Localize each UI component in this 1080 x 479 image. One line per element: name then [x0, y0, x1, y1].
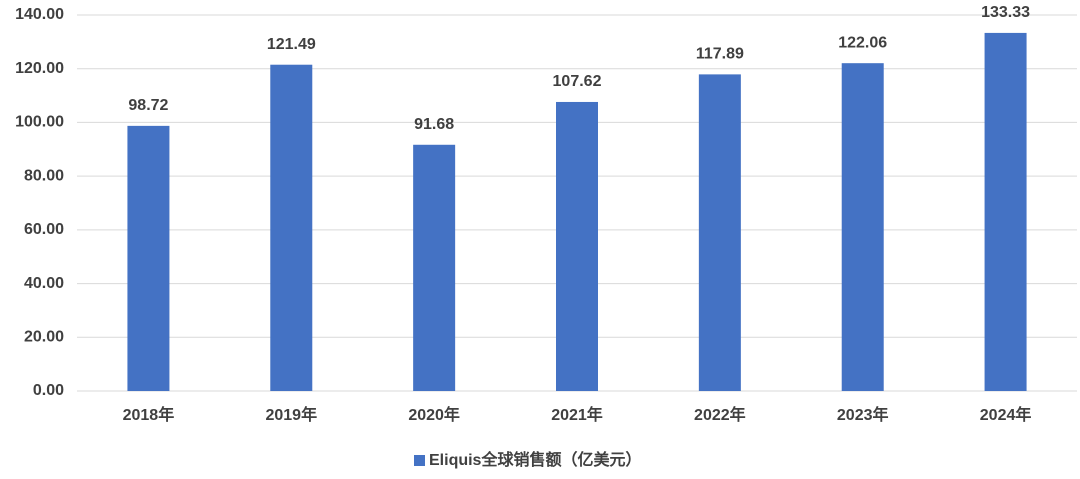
legend-label: Eliquis全球销售额（亿美元） [429, 450, 641, 469]
y-tick-label: 0.00 [33, 382, 64, 399]
data-label: 117.89 [696, 46, 744, 63]
bar [127, 125, 170, 392]
y-tick-label: 40.00 [24, 275, 64, 292]
x-tick-label: 2021年 [551, 405, 603, 424]
bar [984, 32, 1027, 391]
y-tick-label: 20.00 [24, 329, 64, 346]
data-label: 91.68 [414, 116, 454, 133]
data-label: 133.33 [981, 4, 1030, 21]
x-tick-label: 2020年 [408, 405, 460, 424]
x-tick-label: 2019年 [265, 405, 317, 424]
y-tick-label: 60.00 [24, 221, 64, 238]
x-tick-label: 2018年 [123, 405, 175, 424]
y-tick-label: 80.00 [24, 167, 64, 184]
data-label: 121.49 [267, 36, 316, 53]
legend-swatch [414, 455, 425, 466]
data-label: 122.06 [838, 34, 887, 51]
bar [556, 101, 598, 391]
bar [413, 144, 456, 391]
data-label: 107.62 [553, 73, 602, 90]
y-tick-label: 140.00 [15, 6, 64, 23]
y-tick-label: 100.00 [15, 114, 64, 131]
bar [841, 63, 884, 392]
y-tick-label: 120.00 [15, 60, 64, 77]
data-label: 98.72 [128, 97, 168, 114]
bar [698, 74, 741, 392]
x-tick-label: 2024年 [980, 405, 1032, 424]
x-tick-label: 2023年 [837, 405, 889, 424]
bar [270, 64, 313, 391]
x-tick-label: 2022年 [694, 405, 746, 424]
